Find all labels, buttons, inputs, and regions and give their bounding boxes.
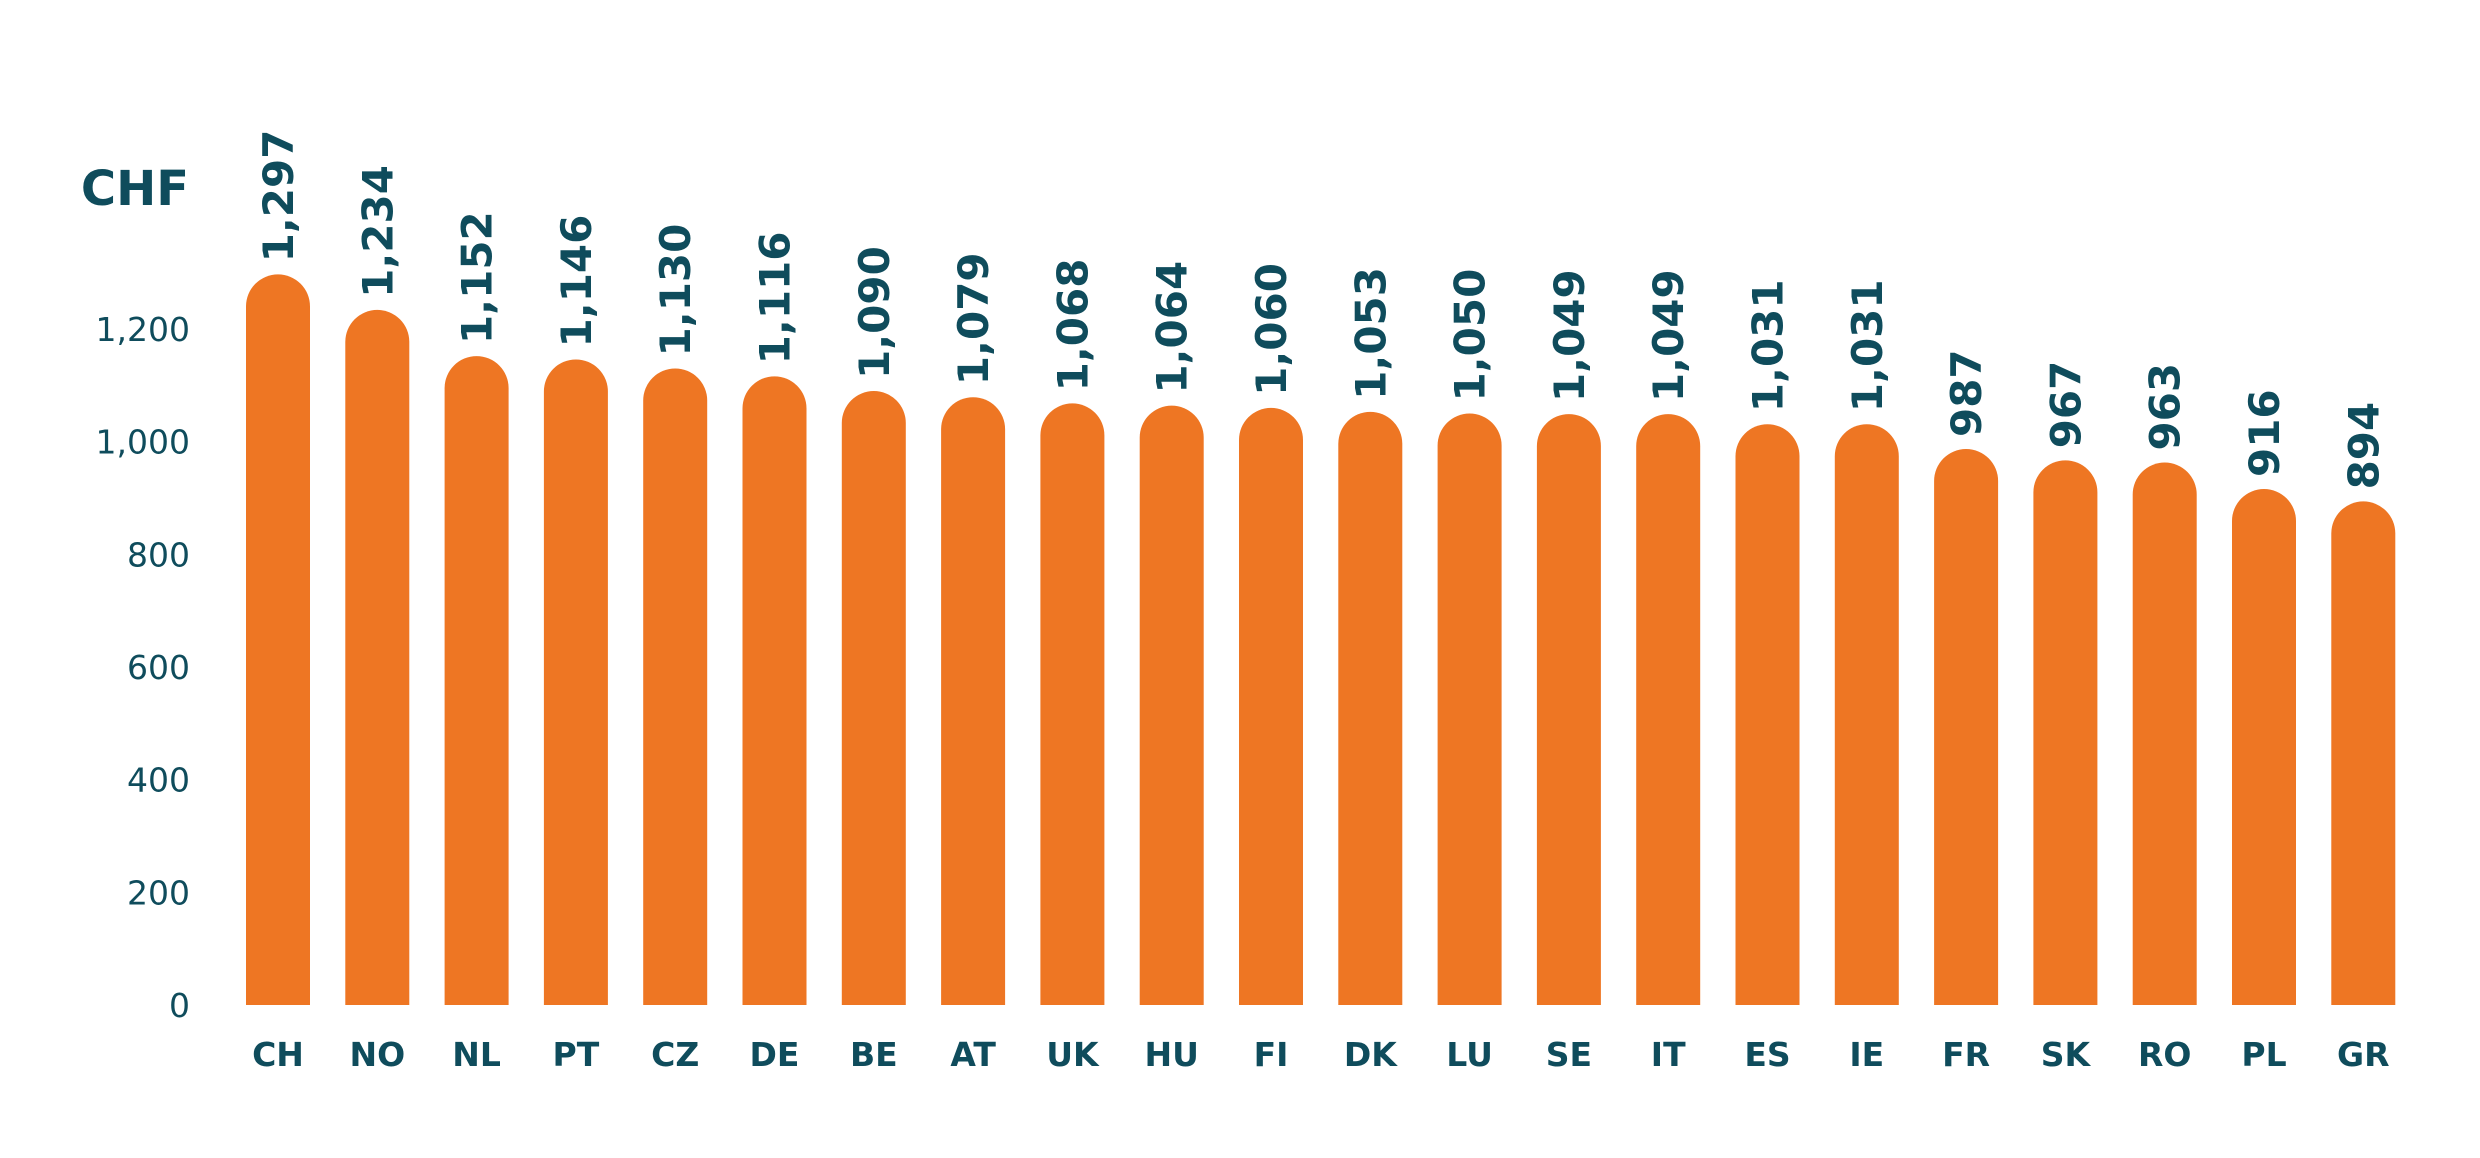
x-axis-ticks: CH NO NL PT CZ DE BE AT UK HU FI DK LU SE IT ES IE FR SK RO… (252, 1035, 2389, 1074)
bar-value-label: 1,152 (453, 211, 502, 344)
bar (444, 356, 509, 1006)
x-tick-label: RO (2138, 1035, 2191, 1074)
x-tick-label: SK (2041, 1035, 2092, 1074)
bar-value-label: 1,079 (949, 252, 998, 385)
bar (1636, 414, 1701, 1006)
x-tick-label: IE (1849, 1035, 1884, 1074)
bar (2331, 501, 2396, 1005)
bar-value-label: 916 (2240, 389, 2289, 477)
x-tick-label: BE (850, 1035, 898, 1074)
x-tick-label: NL (452, 1035, 501, 1074)
x-tick-label: CH (252, 1035, 304, 1074)
y-tick-label: 600 (127, 648, 190, 687)
bar (1040, 403, 1105, 1005)
bar (1735, 424, 1800, 1006)
bar-value-label: 1,064 (1148, 261, 1197, 394)
bar-value-label: 894 (2339, 402, 2388, 490)
x-tick-label: ES (1744, 1035, 1790, 1074)
bar (1338, 411, 1403, 1005)
x-tick-label: NO (349, 1035, 405, 1074)
bar (246, 274, 310, 1005)
bar-value-label: 963 (2141, 363, 2190, 451)
bar (841, 391, 906, 1005)
bar (1239, 407, 1303, 1006)
y-tick-label: 1,000 (96, 423, 190, 462)
bar (2033, 460, 2098, 1005)
bar (1536, 414, 1601, 1006)
bar-value-label: 1,031 (1744, 279, 1793, 412)
bar (2232, 489, 2296, 1005)
bar-value-label: 1,234 (353, 165, 402, 298)
bar (742, 376, 807, 1006)
bar-value-label: 967 (2041, 361, 2090, 449)
bar (2132, 462, 2197, 1005)
y-tick-label: 400 (127, 761, 190, 800)
bar (1139, 405, 1204, 1005)
bar (643, 368, 708, 1005)
x-tick-label: FI (1254, 1035, 1289, 1074)
x-tick-label: DK (1344, 1035, 1398, 1074)
bar-value-label: 1,031 (1843, 279, 1892, 412)
bar-value-label: 1,049 (1545, 269, 1594, 402)
y-tick-label: 200 (127, 873, 190, 912)
y-tick-label: 800 (127, 535, 190, 574)
x-tick-label: CZ (651, 1035, 699, 1074)
bar-value-label: 1,053 (1346, 267, 1395, 400)
y-axis-ticks: 0 200 400 600 800 1,000 1,200 (96, 310, 190, 1025)
bar-value-label: 987 (1942, 349, 1991, 437)
x-tick-label: HU (1144, 1035, 1198, 1074)
bar (345, 309, 410, 1005)
y-tick-label: 1,200 (96, 310, 190, 349)
x-tick-label: UK (1046, 1035, 1100, 1074)
x-tick-label: SE (1546, 1035, 1592, 1074)
x-tick-label: IT (1651, 1035, 1686, 1074)
bar-series (246, 274, 2396, 1006)
bar-value-label: 1,060 (1247, 263, 1296, 396)
x-tick-label: AT (950, 1035, 996, 1074)
x-tick-label: GR (2337, 1035, 2390, 1074)
bar-value-label: 1,090 (850, 246, 899, 379)
bar-value-label: 1,068 (1048, 259, 1097, 392)
data-labels: 1,297 1,234 1,152 1,146 1,130 1,116 1,090 1,079… (254, 130, 2388, 490)
y-axis-unit-label: CHF (81, 161, 189, 217)
bar (941, 397, 1006, 1005)
bar-value-label: 1,116 (751, 231, 800, 364)
bar (1934, 449, 1999, 1005)
x-tick-label: DE (750, 1035, 800, 1074)
x-tick-label: PT (553, 1035, 600, 1074)
bar-value-label: 1,049 (1644, 269, 1693, 402)
bar (1437, 413, 1502, 1005)
bar-value-label: 1,050 (1446, 269, 1495, 402)
bar (543, 359, 608, 1005)
bar-value-label: 1,297 (254, 130, 303, 263)
x-tick-label: PL (2241, 1035, 2286, 1074)
bar-value-label: 1,130 (651, 224, 700, 357)
x-tick-label: FR (1942, 1035, 1990, 1074)
bar-value-label: 1,146 (552, 215, 601, 348)
y-tick-label: 0 (169, 986, 190, 1025)
bar (1834, 424, 1899, 1006)
x-tick-label: LU (1446, 1035, 1493, 1074)
